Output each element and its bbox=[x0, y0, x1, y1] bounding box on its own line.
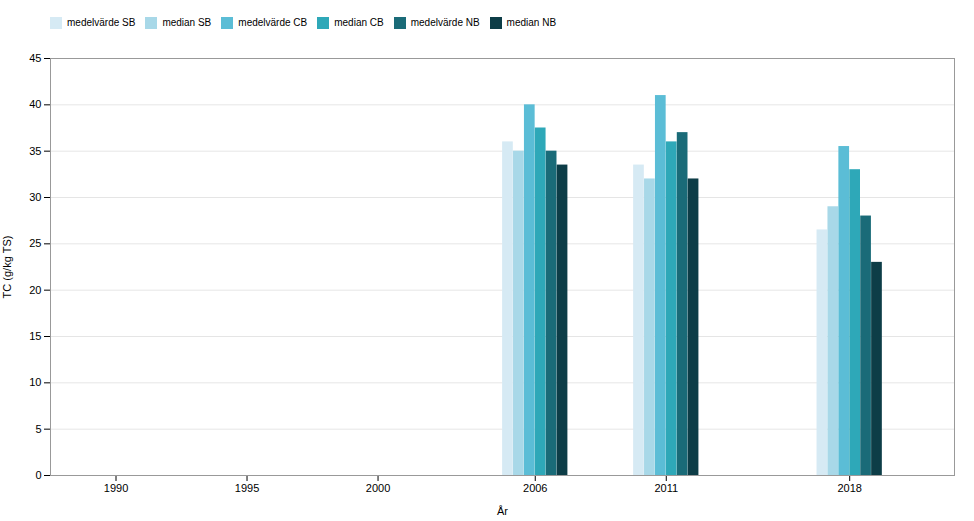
svg-text:2011: 2011 bbox=[654, 482, 678, 494]
svg-text:30: 30 bbox=[29, 191, 41, 203]
svg-text:2018: 2018 bbox=[837, 482, 861, 494]
svg-text:TC (g/kg TS): TC (g/kg TS) bbox=[1, 236, 13, 299]
svg-text:2006: 2006 bbox=[523, 482, 547, 494]
html-text:medelvärde NB: medelvärde NB bbox=[410, 17, 480, 28]
html-text:median SB: median SB bbox=[162, 17, 212, 28]
svg-text:5: 5 bbox=[35, 423, 41, 435]
svg-text:45: 45 bbox=[29, 52, 41, 64]
svg-text:40: 40 bbox=[29, 98, 41, 110]
html-text:medelvärde CB: medelvärde CB bbox=[238, 17, 308, 28]
svg-text:35: 35 bbox=[29, 145, 41, 157]
svg-text:2000: 2000 bbox=[366, 482, 390, 494]
html-text:median NB: median NB bbox=[506, 17, 557, 28]
svg-text:1995: 1995 bbox=[235, 482, 259, 494]
svg-text:0: 0 bbox=[35, 469, 41, 481]
svg-text:20: 20 bbox=[29, 284, 41, 296]
svg-text:10: 10 bbox=[29, 376, 41, 388]
html-text:medelvärde SB: medelvärde SB bbox=[67, 17, 136, 28]
svg-text:25: 25 bbox=[29, 237, 41, 249]
html-text:median CB: median CB bbox=[334, 17, 384, 28]
svg-text:15: 15 bbox=[29, 330, 41, 342]
svg-text:År: År bbox=[497, 505, 508, 517]
svg-text:1990: 1990 bbox=[104, 482, 128, 494]
